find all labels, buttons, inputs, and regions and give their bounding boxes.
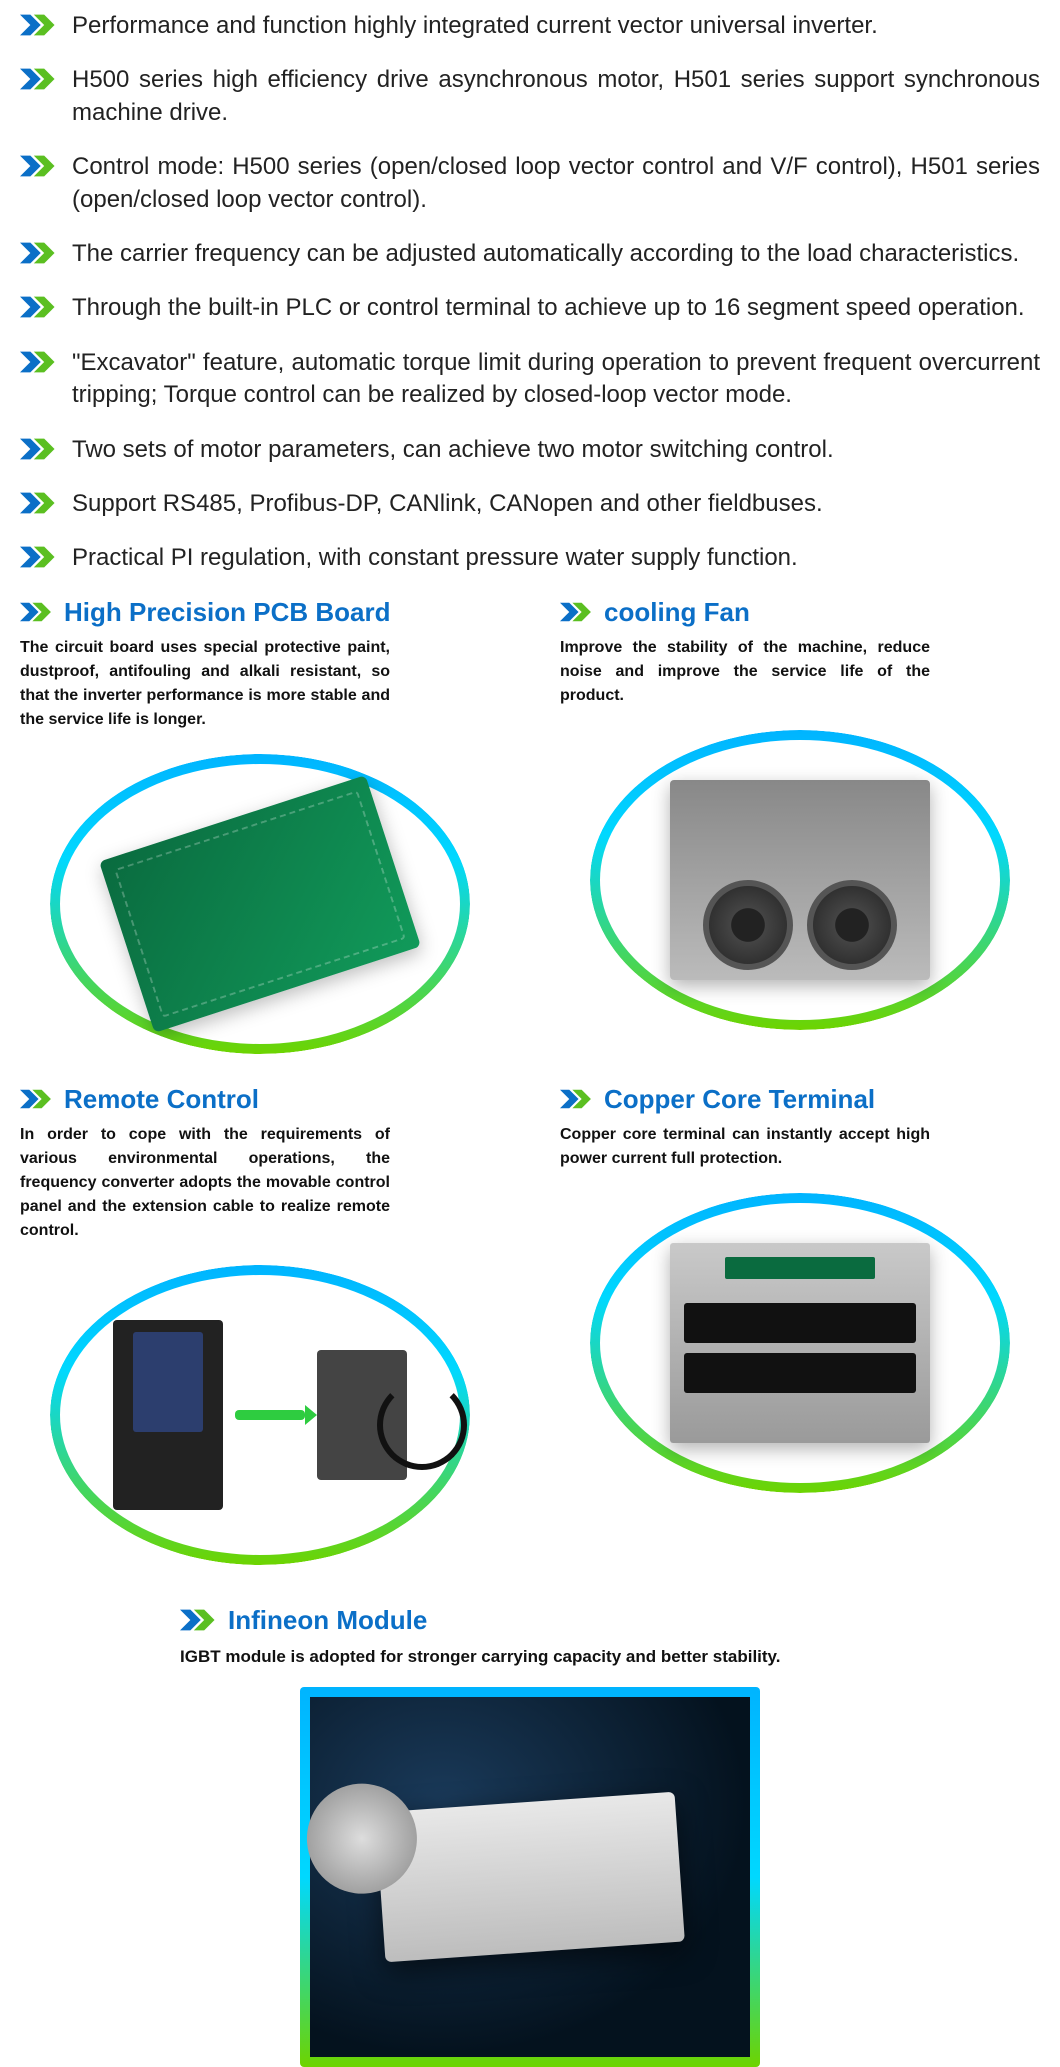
feature-image-ring [50, 1265, 470, 1565]
feature-title: cooling Fan [604, 597, 750, 628]
chevron-icon [20, 296, 58, 318]
bullet-text: Support RS485, Profibus-DP, CANlink, CAN… [72, 488, 1040, 520]
chevron-icon [180, 1609, 218, 1631]
bullet-text: Two sets of motor parameters, can achiev… [72, 434, 1040, 466]
bullet-text: H500 series high efficiency drive asynch… [72, 64, 1040, 129]
bullet-item: "Excavator" feature, automatic torque li… [20, 347, 1040, 412]
feature-title: Copper Core Terminal [604, 1084, 875, 1115]
bullet-text: The carrier frequency can be adjusted au… [72, 238, 1040, 270]
chevron-icon [20, 242, 58, 264]
chevron-icon [560, 1089, 594, 1109]
bullet-text: Control mode: H500 series (open/closed l… [72, 151, 1040, 216]
chevron-icon [20, 1089, 54, 1109]
bullet-list: Performance and function highly integrat… [20, 0, 1040, 575]
bullet-text: Through the built-in PLC or control term… [72, 292, 1040, 324]
feature-title: High Precision PCB Board [64, 597, 391, 628]
feature-image-ring [590, 730, 1010, 1030]
chevron-icon [20, 155, 58, 177]
feature-desc: In order to cope with the requirements o… [20, 1123, 390, 1243]
chevron-icon [20, 68, 58, 90]
feature-block: Copper Core Terminal Copper core terminal… [560, 1084, 1040, 1565]
igbt-module-art [375, 1792, 685, 1963]
feature-image-ring [50, 754, 470, 1054]
feature-desc: The circuit board uses special protectiv… [20, 636, 390, 732]
feature-image-ring [590, 1193, 1010, 1493]
feature-block: High Precision PCB Board The circuit boar… [20, 597, 500, 1054]
bullet-item: Practical PI regulation, with constant p… [20, 542, 1040, 574]
pcb-art [99, 775, 421, 1033]
bullet-item: Performance and function highly integrat… [20, 10, 1040, 42]
bullet-text: Performance and function highly integrat… [72, 10, 1040, 42]
feature-title: Remote Control [64, 1084, 259, 1115]
feature-block: cooling Fan Improve the stability of the … [560, 597, 1040, 1054]
feature-desc: Improve the stability of the machine, re… [560, 636, 930, 708]
bottom-feature: Infineon Module IGBT module is adopted f… [20, 1605, 1040, 2067]
bullet-item: H500 series high efficiency drive asynch… [20, 64, 1040, 129]
bottom-feature-desc: IGBT module is adopted for stronger carr… [180, 1644, 800, 1670]
fan-art [670, 780, 930, 980]
chevron-icon [20, 492, 58, 514]
chevron-icon [20, 546, 58, 568]
bullet-item: Through the built-in PLC or control term… [20, 292, 1040, 324]
feature-desc: Copper core terminal can instantly accep… [560, 1123, 930, 1171]
feature-block: Remote Control In order to cope with the … [20, 1084, 500, 1565]
remote-art [113, 1320, 407, 1510]
bullet-item: Control mode: H500 series (open/closed l… [20, 151, 1040, 216]
chevron-icon [20, 602, 54, 622]
bullet-text: "Excavator" feature, automatic torque li… [72, 347, 1040, 412]
bottom-feature-title: Infineon Module [228, 1605, 427, 1636]
chevron-icon [20, 14, 58, 36]
terminal-art [670, 1243, 930, 1443]
bottom-image-frame [300, 1687, 760, 2067]
bullet-item: Support RS485, Profibus-DP, CANlink, CAN… [20, 488, 1040, 520]
bullet-text: Practical PI regulation, with constant p… [72, 542, 1040, 574]
chevron-icon [560, 602, 594, 622]
bullet-item: Two sets of motor parameters, can achiev… [20, 434, 1040, 466]
chevron-icon [20, 351, 58, 373]
features-grid: High Precision PCB Board The circuit boar… [20, 597, 1040, 1565]
chevron-icon [20, 438, 58, 460]
bullet-item: The carrier frequency can be adjusted au… [20, 238, 1040, 270]
bottom-image [310, 1697, 750, 2057]
